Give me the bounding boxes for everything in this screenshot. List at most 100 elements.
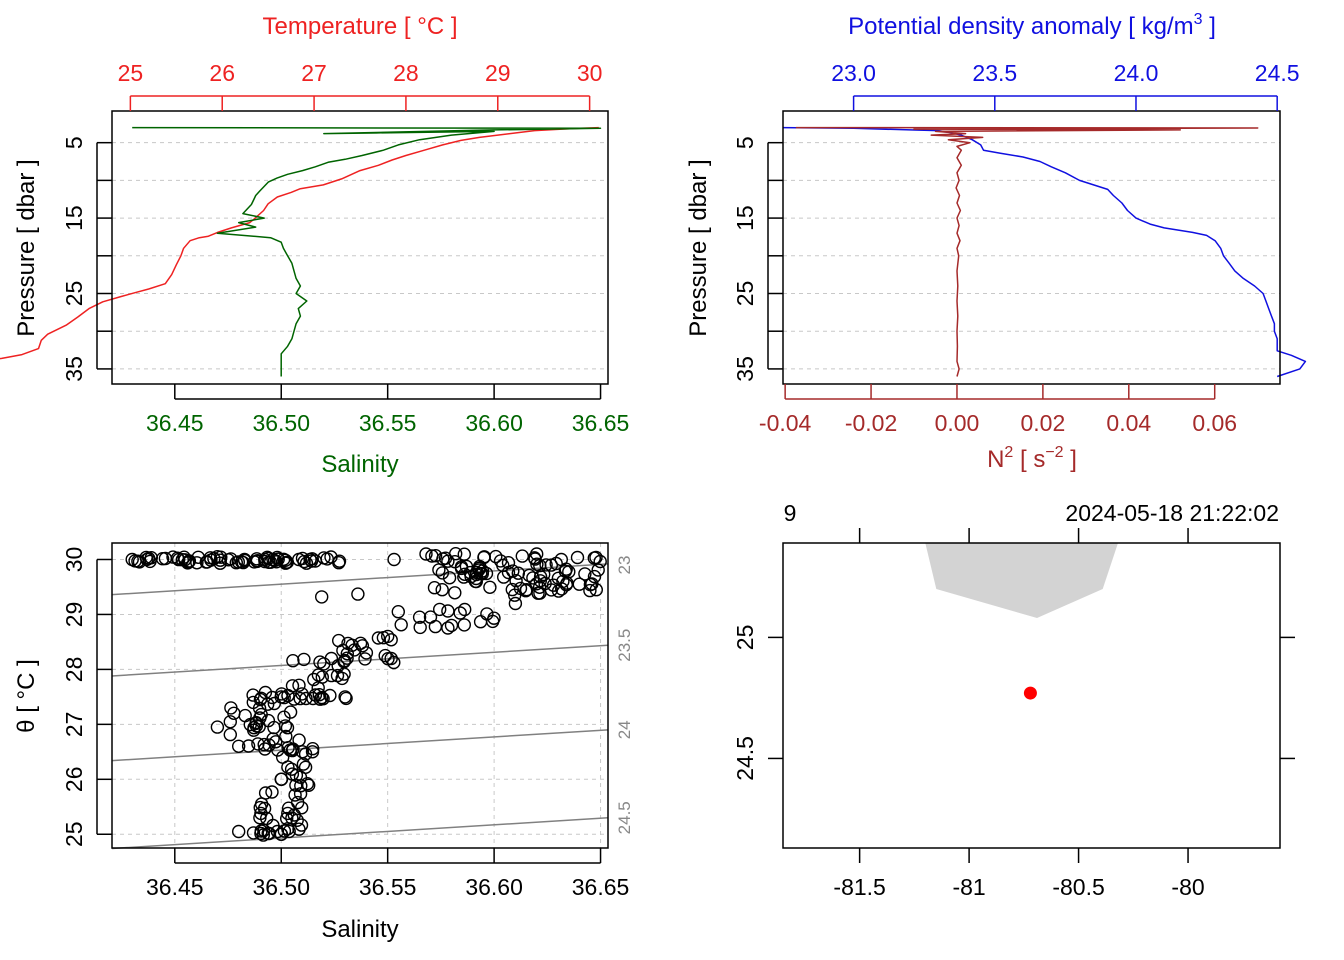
ts-point — [298, 760, 313, 774]
density-axis: 23.0 23.5 24.0 24.5 — [831, 60, 1300, 111]
ts-point — [177, 550, 191, 564]
salinity-line — [132, 126, 602, 377]
n2-tick-label: -0.04 — [759, 410, 812, 436]
temperature-line — [0, 126, 599, 360]
ts-point — [587, 569, 602, 584]
ts-salinity-axis: 36.45 36.50 36.55 36.60 36.65 — [146, 848, 629, 900]
ts-point — [339, 691, 353, 706]
ts-point — [125, 552, 139, 567]
ts-point — [231, 824, 246, 839]
isopycnal-label: 24.5 — [615, 801, 634, 834]
ts-point — [252, 701, 267, 715]
ts-point — [315, 590, 329, 604]
isopycnal-line — [111, 563, 609, 596]
p2-plot-frame — [782, 110, 1281, 385]
ts-point — [591, 563, 605, 577]
ts-point — [294, 818, 309, 832]
pressure-tick-label: 5 — [61, 136, 87, 149]
land-shape — [925, 543, 1118, 618]
salinity-axis: 36.45 36.50 36.55 36.60 36.65 — [146, 384, 629, 436]
ts-point — [251, 737, 265, 751]
ts-point — [483, 580, 497, 594]
ts-point — [323, 688, 337, 703]
ts-point — [223, 727, 238, 742]
ts-point — [293, 787, 308, 801]
ts-point — [280, 721, 295, 735]
temperature-tick-label: 26 — [209, 60, 235, 86]
p4-map-frame — [782, 542, 1281, 849]
panel-station-map: 9 2024-05-18 21:22:02 -81.5 -81 -80.5 -80 25… — [732, 500, 1295, 900]
ts-point — [311, 668, 326, 682]
p2-pressure-tick-label: 5 — [732, 136, 758, 149]
land-polygon-group — [925, 543, 1118, 618]
ts-point — [419, 547, 433, 561]
ts-point — [295, 745, 310, 759]
ts-point — [317, 657, 331, 671]
ts-point — [530, 547, 544, 561]
p1-plot-frame — [111, 110, 609, 385]
ts-point — [351, 587, 365, 601]
salinity-tick-label: 36.60 — [465, 410, 523, 436]
n2-axis-title-close: ] — [1064, 446, 1077, 473]
ts-point — [526, 571, 540, 585]
ts-point — [247, 555, 262, 569]
ts-point — [473, 615, 488, 629]
ts-point — [533, 586, 547, 600]
ts-point — [433, 602, 447, 617]
p1-gridlines — [112, 142, 608, 370]
ts-point — [438, 551, 453, 565]
ts-theta-tick-label: 30 — [61, 547, 87, 573]
ts-point — [288, 788, 302, 802]
temperature-tick-label: 30 — [577, 60, 603, 86]
ts-point — [308, 688, 323, 702]
ts-point — [387, 552, 401, 567]
ts-point — [587, 551, 601, 565]
density-profile-group — [782, 126, 1307, 378]
ts-point — [295, 551, 310, 566]
ts-point — [284, 762, 299, 776]
ts-point — [241, 739, 256, 753]
ts-point — [457, 618, 471, 632]
ts-point — [132, 555, 147, 569]
ts-point — [384, 651, 398, 666]
ts-point — [338, 690, 352, 704]
pressure-axis: 5 15 25 35 — [61, 136, 112, 382]
ts-point — [530, 557, 544, 571]
p3-gridlines — [112, 543, 608, 848]
longitude-tick-label: -81.5 — [833, 874, 885, 900]
ts-point — [358, 652, 372, 666]
longitude-tick-label: -80 — [1171, 874, 1204, 900]
n2-tick-label: -0.02 — [845, 410, 897, 436]
ts-point — [276, 750, 290, 764]
ts-point — [274, 827, 288, 841]
ts-point — [355, 639, 370, 653]
station-marker-group — [1023, 686, 1037, 700]
isopycnal-line — [111, 729, 609, 762]
ts-point — [506, 564, 520, 578]
density-tick-label: 24.0 — [1114, 60, 1159, 86]
ts-point — [391, 605, 405, 619]
salinity-profile-group — [132, 126, 602, 377]
p2-pressure-tick-label: 35 — [732, 356, 758, 382]
temperature-tick-label: 25 — [118, 60, 144, 86]
ts-point — [307, 672, 321, 687]
ts-point — [331, 659, 345, 673]
ts-point — [556, 574, 570, 589]
ts-salinity-tick-label: 36.55 — [359, 874, 417, 900]
ts-theta-tick-label: 27 — [61, 712, 87, 738]
salinity-axis-title: Salinity — [321, 451, 398, 478]
ts-salinity-tick-label: 36.60 — [465, 874, 523, 900]
density-axis-title-close: ] — [1203, 13, 1216, 40]
panel-ts-diagram: 23 23.5 24 24.5 36.45 36.50 36.55 36.60 36.65 S… — [13, 542, 634, 943]
ts-point — [583, 583, 597, 598]
ts-point — [191, 550, 206, 564]
ts-point — [227, 706, 241, 720]
ts-point — [572, 577, 586, 591]
salinity-tick-label: 36.50 — [252, 410, 310, 436]
ts-point — [229, 556, 244, 570]
ts-point — [412, 610, 427, 624]
map-axes: -81.5 -81 -80.5 -80 25 24.5 — [732, 528, 1295, 900]
ts-point — [190, 556, 204, 570]
ts-point — [283, 705, 298, 719]
ts-point — [589, 583, 603, 597]
